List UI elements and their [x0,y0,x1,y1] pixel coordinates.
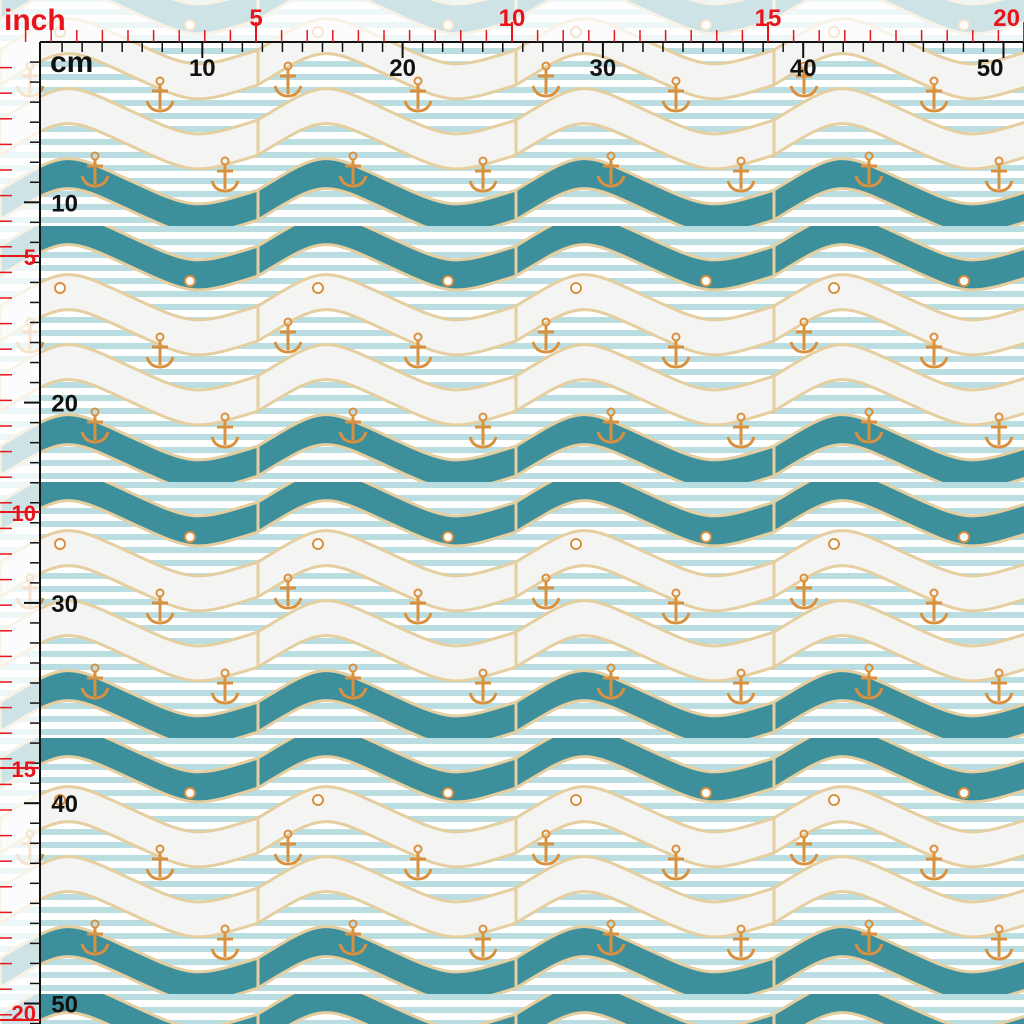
inch-tick-label: 10 [12,501,36,526]
cm-tick-label: 30 [51,591,78,618]
inch-tick-label: 15 [755,5,782,32]
left-ruler-band [0,42,40,1024]
inch-unit: inch [4,4,66,37]
cm-tick-label: 40 [790,55,817,82]
inch-tick-label: 20 [12,1001,36,1024]
cm-unit: cm [50,46,93,79]
cm-tick-label: 30 [590,55,617,82]
cm-tick-label: 50 [51,992,78,1019]
inch-tick-label: 20 [993,5,1020,32]
cm-tick-label: 10 [189,55,216,82]
cm-tick-label: 20 [51,391,78,418]
cm-tick-label: 20 [389,55,416,82]
cm-tick-label: 40 [51,791,78,818]
inch-tick-label: 10 [499,5,526,32]
inch-tick-label: 15 [12,757,36,782]
cm-tick-label: 10 [51,190,78,217]
inch-tick-label: 5 [24,245,36,270]
inch-tick-label: 5 [249,5,262,32]
cm-tick-label: 50 [977,55,1004,82]
